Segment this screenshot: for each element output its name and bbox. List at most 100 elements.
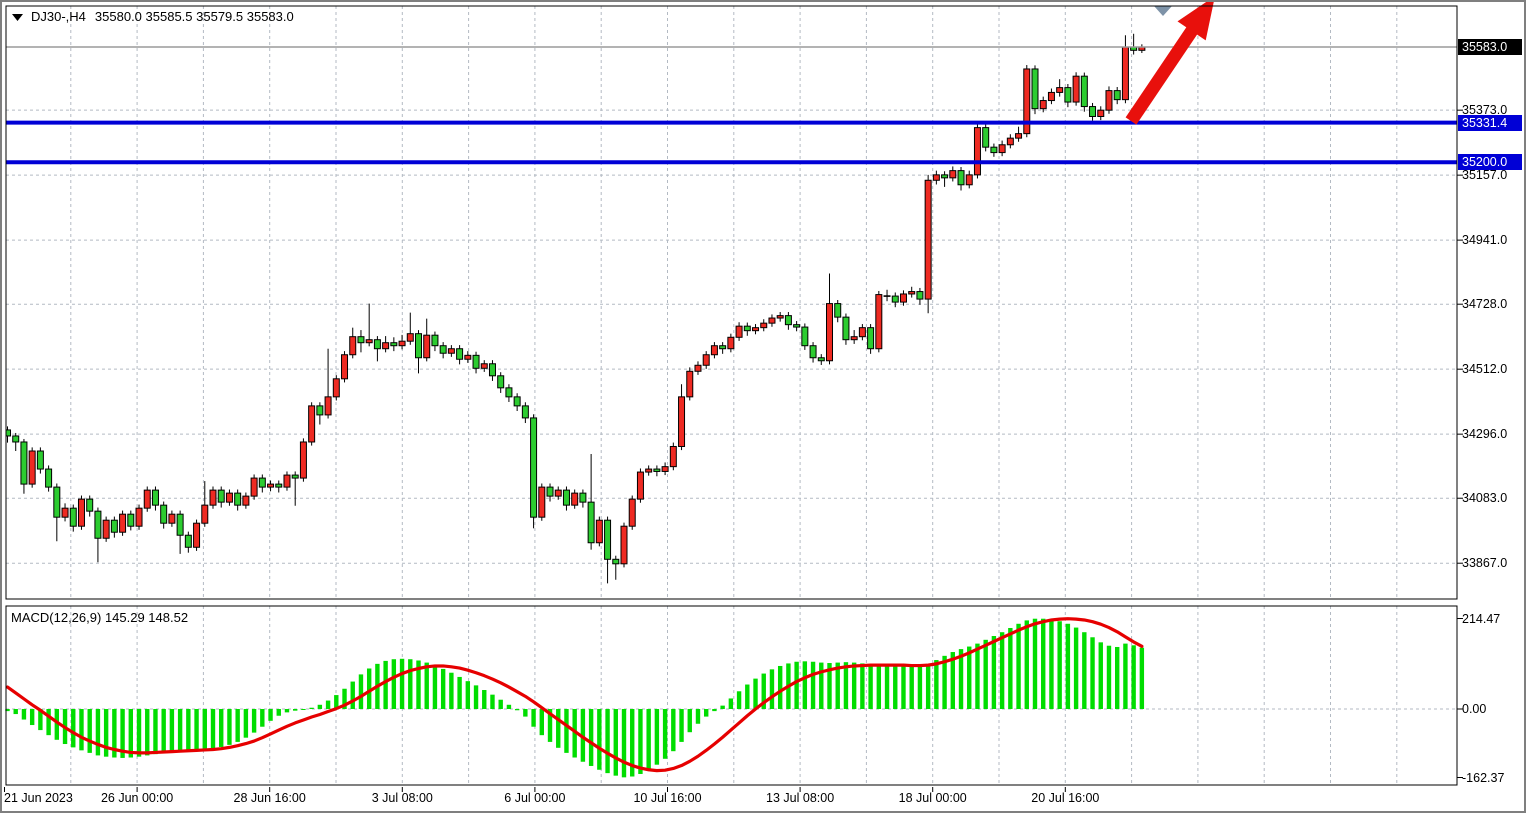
macd-bar	[416, 660, 421, 709]
candle-down	[891, 295, 899, 303]
macd-bar	[728, 698, 734, 709]
candle-down	[1031, 68, 1039, 110]
candle-up	[143, 489, 151, 509]
macd-bar	[523, 709, 528, 717]
candle-down	[916, 291, 924, 300]
macd-bar	[186, 709, 191, 750]
macd-bar	[983, 639, 988, 709]
candle-down	[415, 333, 422, 359]
macd-signal-line	[5, 617, 1144, 773]
candle-down	[521, 405, 529, 419]
candle-up	[998, 144, 1006, 154]
macd-bar	[219, 709, 224, 747]
candle-down	[743, 325, 751, 332]
candle-up	[669, 445, 677, 468]
macd-bar	[1024, 620, 1029, 709]
time-axis[interactable]: 21 Jun 2023 26 Jun 00:00 28 Jun 16:00 3 Jul…	[2, 789, 1458, 811]
macd-axis-label: 0.00	[1462, 702, 1487, 716]
macd-bar	[112, 709, 117, 758]
candle-down	[941, 174, 949, 179]
candle-up	[776, 315, 784, 319]
macd-bar	[194, 709, 199, 750]
macd-bar	[745, 684, 750, 709]
candle-up	[28, 450, 36, 485]
level-price-badge: 35331.4	[1458, 114, 1522, 131]
candle-down	[316, 405, 324, 416]
macd-bar	[490, 694, 495, 709]
macd-bar	[925, 663, 931, 709]
candle-down	[719, 345, 727, 350]
macd-bar	[1073, 627, 1079, 709]
macd-bar	[662, 709, 668, 759]
macd-bar	[120, 709, 125, 758]
candle-down	[1080, 75, 1088, 108]
macd-bar	[613, 709, 618, 776]
macd-bar	[1016, 623, 1021, 709]
macd-bar	[317, 704, 323, 709]
macd-bar	[1131, 645, 1136, 709]
candle-down	[530, 417, 538, 518]
price-axis[interactable]: 35373.0 35157.0 34941.0 34728.0 34512.0 34296…	[1458, 2, 1524, 787]
candle-down	[258, 477, 266, 488]
ohlc-readout: 35580.0 35585.5 35579.5 35583.0	[94, 9, 294, 24]
macd-bar	[177, 709, 183, 751]
macd-bar	[860, 663, 865, 709]
candle-up	[949, 170, 957, 179]
candle-up	[423, 334, 431, 359]
candle-up	[686, 370, 694, 398]
time-axis-label: 21 Jun 2023	[4, 791, 73, 805]
candle-up	[694, 364, 702, 372]
macd-bar	[457, 676, 462, 709]
candle-up	[768, 317, 776, 324]
candle-up	[209, 489, 217, 506]
candle-up	[678, 396, 686, 447]
candle-down	[275, 483, 283, 488]
macd-bar	[506, 704, 512, 709]
candle-up	[1006, 137, 1014, 146]
candle-down	[431, 334, 439, 347]
candle-up	[636, 471, 644, 500]
macd-bar	[1049, 619, 1054, 709]
candle-up	[1023, 68, 1031, 135]
candle-down	[184, 534, 192, 548]
candle-up	[332, 378, 340, 398]
candle-up	[1039, 100, 1047, 110]
symbol-dropdown-icon[interactable]	[11, 12, 24, 22]
symbol-readout: DJ30-,H4 35580.0 35585.5 35579.5 35583.0	[11, 9, 294, 24]
symbol-period-label: DJ30-,H4	[31, 9, 86, 24]
candle-down	[472, 354, 480, 369]
chart-shift-marker-icon[interactable]	[1154, 6, 1172, 16]
candle-up	[119, 513, 127, 533]
candle-up	[193, 522, 201, 548]
macd-bar	[38, 709, 43, 731]
macd-bar	[408, 659, 413, 709]
candle-down	[86, 498, 94, 512]
trend-arrow-shaft[interactable]	[1125, 25, 1199, 125]
trend-arrow-head[interactable]	[1177, 2, 1216, 41]
candle-up	[168, 513, 176, 524]
time-axis-label: 18 Jul 00:00	[898, 791, 967, 805]
macd-bar	[440, 668, 446, 709]
candle-down	[45, 468, 53, 488]
candle-down	[612, 558, 620, 565]
macd-bar	[79, 709, 84, 751]
time-axis-label: 3 Jul 08:00	[371, 791, 433, 805]
macd-bar	[54, 709, 60, 740]
macd-bar	[975, 643, 980, 709]
candle-up	[710, 345, 718, 356]
candle-down	[94, 510, 102, 539]
candle-down	[505, 387, 513, 398]
macd-readout: MACD(12,26,9) 145.29 148.52	[11, 610, 188, 625]
macd-bar	[1106, 645, 1112, 709]
macd-bar	[802, 661, 808, 709]
candle-down	[357, 336, 365, 344]
candle-up	[1105, 90, 1113, 111]
time-axis-label: 6 Jul 00:00	[504, 791, 566, 805]
candle-up	[899, 293, 907, 303]
candle-up	[283, 474, 291, 488]
macd-bar	[366, 668, 372, 709]
candle-down	[546, 486, 554, 497]
macd-bar	[687, 709, 692, 733]
candle-up	[398, 340, 406, 347]
